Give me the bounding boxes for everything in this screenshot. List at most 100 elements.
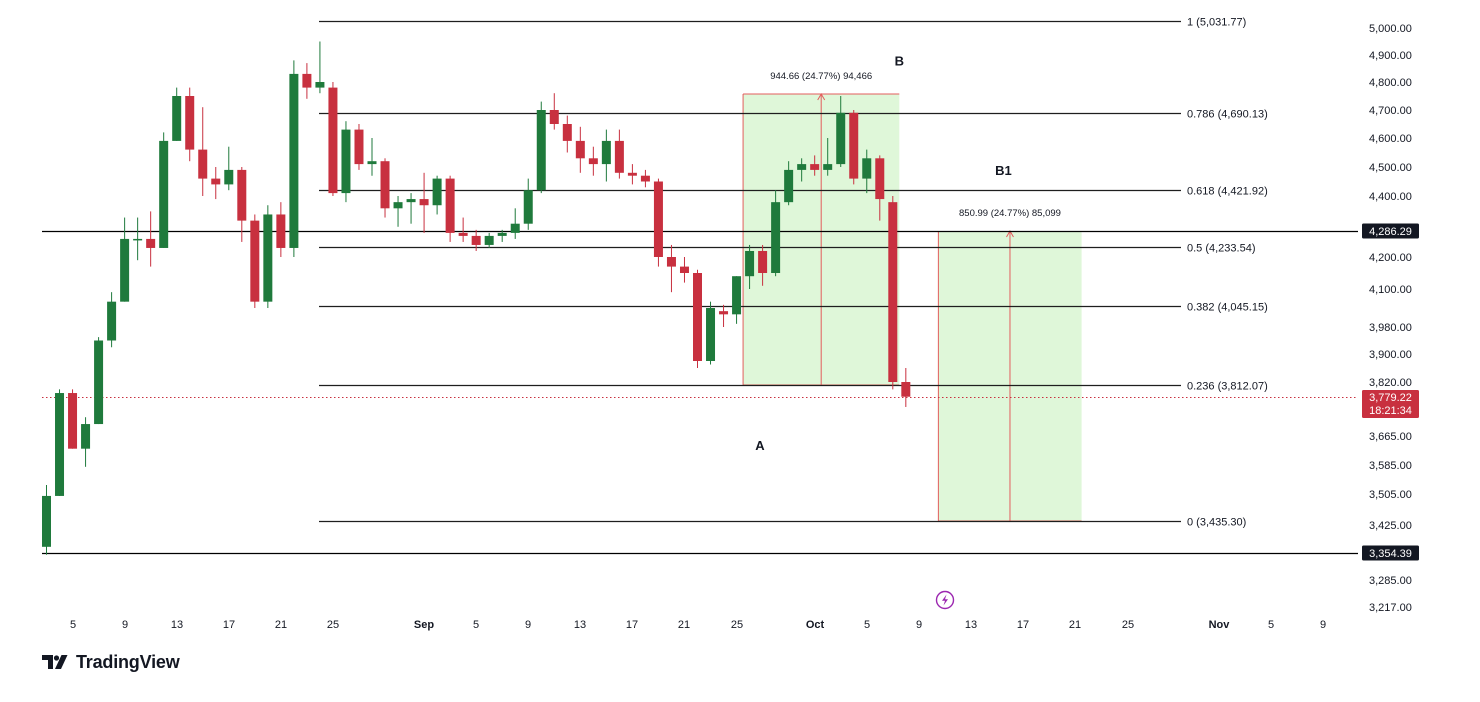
candle-body	[172, 96, 182, 141]
price-axis-tick-label: 4,800.00	[1369, 77, 1412, 89]
candle-body	[198, 149, 208, 179]
candle	[146, 211, 156, 267]
candle	[81, 417, 91, 467]
fib-level-label: 0.618 (4,421.92)	[1187, 186, 1268, 198]
candle	[497, 229, 507, 242]
candle	[549, 93, 559, 130]
price-tag-box	[1362, 223, 1419, 239]
price-axis-tick-label: 3,820.00	[1369, 377, 1412, 389]
candle	[693, 269, 702, 368]
fib-level-label: 1 (5,031.77)	[1187, 17, 1246, 29]
time-axis-tick-label: 9	[916, 619, 922, 631]
wave-label: B	[895, 53, 904, 68]
candle	[354, 124, 364, 170]
candle	[211, 167, 221, 200]
candle	[588, 146, 598, 176]
fib-level-label: 0.382 (4,045.15)	[1187, 302, 1268, 314]
fib-retracement[interactable]: 1 (5,031.77) 0.786 (4,690.13) 0.618 (4,421…	[319, 17, 1268, 529]
candle	[432, 175, 442, 215]
fib-level-label: 0.5 (4,233.54)	[1187, 243, 1256, 255]
time-axis-tick-label: 5	[864, 619, 870, 631]
time-axis-tick-label: 13	[574, 619, 586, 631]
candle-body	[497, 232, 507, 236]
price-axis[interactable]: 5,000.00 4,900.00 4,800.00 4,700.00 4,600.00…	[1369, 23, 1412, 614]
candle	[719, 304, 729, 327]
candle	[823, 138, 833, 176]
candle	[120, 217, 130, 302]
time-axis-tick-label: Sep	[414, 619, 434, 631]
fib-level-label: 0.786 (4,690.13)	[1187, 109, 1268, 121]
candle	[627, 164, 637, 185]
measure-ranges	[742, 93, 1082, 522]
candle	[250, 214, 260, 308]
candle-body	[289, 73, 299, 248]
candle	[276, 202, 286, 257]
candle	[185, 87, 195, 162]
candle	[653, 178, 663, 267]
measure-arrow-head	[817, 93, 826, 101]
candle-body	[771, 202, 781, 273]
candle-body	[471, 235, 481, 245]
candle-body	[159, 140, 169, 248]
candle-body	[484, 235, 494, 245]
time-axis-tick-label: 25	[327, 619, 339, 631]
candle	[198, 107, 208, 196]
candle-body	[536, 110, 546, 191]
candle	[640, 169, 650, 188]
current-price-tag-box	[1362, 390, 1419, 418]
price-axis-tick-label: 4,600.00	[1369, 133, 1412, 145]
time-axis-tick-label: 21	[275, 619, 287, 631]
candle	[706, 301, 716, 365]
fib-level-label: 0 (3,435.30)	[1187, 517, 1246, 529]
candle	[523, 178, 533, 230]
candle	[771, 190, 781, 277]
candle-body	[146, 238, 156, 248]
candle	[107, 292, 117, 348]
candle	[758, 244, 768, 286]
time-axis-tick-label: 17	[223, 619, 235, 631]
candle-body	[237, 169, 247, 221]
measure-label: 944.66 (24.77%) 94,466	[770, 71, 872, 82]
candle-body	[693, 273, 702, 361]
price-axis-tick-label: 3,980.00	[1369, 322, 1412, 334]
candle-body	[315, 82, 325, 88]
candle	[172, 87, 182, 141]
time-axis-tick-label: Oct	[806, 619, 825, 631]
candle-body	[445, 178, 455, 233]
time-axis[interactable]: 5 9 13 17 21 25 Sep 5 9 13 17 21 25 Oct 5 9 13 17 21 25 Nov 5…	[70, 619, 1326, 631]
candle	[797, 158, 807, 182]
time-axis-tick-label: 9	[1320, 619, 1326, 631]
candle	[445, 175, 455, 242]
candle	[341, 121, 351, 203]
brand-name: TradingView	[76, 651, 180, 672]
measure-labels: 944.66 (24.77%) 94,466 850.99 (24.77%) 85…	[770, 71, 1061, 219]
candle-body	[549, 110, 559, 124]
candle	[484, 232, 494, 248]
candle-body	[562, 124, 572, 141]
candle-body	[55, 393, 65, 496]
price-axis-tick-label: 3,217.00	[1369, 602, 1412, 614]
candle-body	[107, 301, 117, 341]
candle-body	[458, 232, 468, 236]
price-tag-label: 4,286.29	[1369, 226, 1412, 238]
candle	[458, 217, 468, 242]
lightning-icon[interactable]	[935, 590, 955, 610]
candle-body	[120, 238, 130, 302]
candle-body	[797, 164, 807, 170]
price-axis-tick-label: 4,700.00	[1369, 105, 1412, 117]
candle	[289, 60, 299, 257]
time-axis-tick-label: 21	[678, 619, 690, 631]
candle-body	[68, 393, 78, 449]
candle-body	[81, 424, 91, 449]
countdown-label: 18:21:34	[1369, 405, 1412, 417]
candle	[810, 155, 820, 176]
candle	[55, 389, 65, 496]
candle	[237, 167, 247, 242]
price-axis-tick-label: 3,900.00	[1369, 349, 1412, 361]
time-axis-tick-label: 17	[626, 619, 638, 631]
tradingview-branding[interactable]: TradingView	[42, 650, 180, 674]
candle-body	[810, 164, 820, 170]
time-axis-tick-label: 5	[1268, 619, 1274, 631]
price-axis-tick-label: 4,200.00	[1369, 252, 1412, 264]
